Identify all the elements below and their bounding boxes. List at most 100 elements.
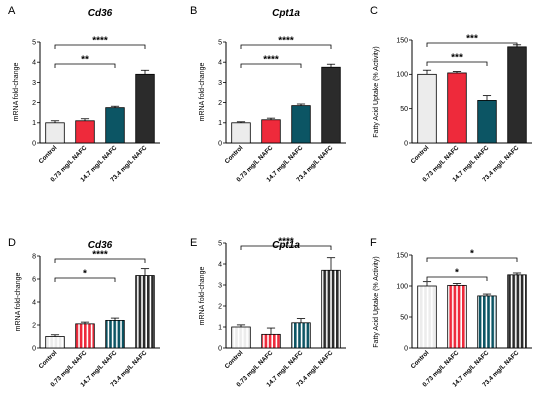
y-tick-label: 0 — [218, 140, 222, 147]
significance-label: **** — [278, 36, 294, 47]
significance-label: *** — [451, 53, 463, 64]
y-tick-label: 5 — [218, 39, 222, 46]
bar — [477, 295, 497, 349]
y-tick-label: 3 — [218, 282, 222, 289]
bar — [477, 100, 497, 144]
y-tick-label: 4 — [32, 299, 36, 306]
significance-label: * — [83, 269, 87, 280]
bar — [291, 322, 311, 349]
y-tick-label: 150 — [396, 252, 408, 259]
significance-bracket — [426, 42, 518, 47]
significance-bracket — [240, 245, 332, 250]
bar — [231, 122, 251, 144]
bar — [261, 119, 281, 144]
significance-bracket — [54, 44, 146, 49]
significance-bracket — [240, 63, 302, 68]
y-axis-label: Fatty Acid Uptake (% Activity) — [373, 256, 380, 347]
panel-label: A — [8, 5, 16, 17]
bar — [45, 336, 65, 349]
y-tick-label: 0 — [32, 140, 36, 147]
bar — [321, 269, 341, 349]
x-category-label: Control — [410, 144, 431, 165]
y-axis-label: mRNA fold-change — [199, 63, 206, 122]
y-tick-label: 2 — [32, 322, 36, 329]
y-tick-label: 0 — [404, 140, 408, 147]
y-tick-label: 2 — [218, 100, 222, 107]
x-category-label: Control — [38, 349, 59, 370]
y-tick-label: 100 — [396, 72, 408, 79]
significance-bracket — [426, 257, 518, 262]
bar — [105, 319, 125, 349]
y-axis-label: mRNA fold-change — [15, 273, 22, 332]
y-tick-label: 2 — [218, 303, 222, 310]
bar — [507, 274, 527, 349]
panel-label: D — [8, 237, 16, 249]
bar — [45, 122, 65, 144]
y-axis-label: mRNA fold-change — [13, 63, 20, 122]
significance-label: *** — [466, 34, 478, 45]
bar — [135, 275, 155, 349]
y-tick-label: 50 — [400, 106, 408, 113]
bar — [447, 72, 467, 144]
significance-label: * — [470, 249, 474, 260]
bar — [261, 333, 281, 349]
bar — [75, 120, 95, 144]
y-tick-label: 3 — [32, 80, 36, 87]
y-tick-label: 100 — [396, 283, 408, 290]
significance-label: * — [455, 268, 459, 279]
y-tick-label: 0 — [404, 345, 408, 352]
y-tick-label: 4 — [32, 60, 36, 67]
x-category-label: Control — [224, 144, 245, 165]
y-tick-label: 3 — [218, 80, 222, 87]
bar — [231, 326, 251, 349]
chart-title: Cpt1a — [272, 240, 300, 251]
bar — [321, 66, 341, 144]
bar — [447, 284, 467, 349]
panel-f: F 0 50 100 150 Fatty Acid Uptake (% Activity)… — [370, 237, 532, 388]
y-axis-label: mRNA fold-change — [199, 267, 206, 326]
panel-label: B — [190, 5, 197, 17]
y-tick-label: 1 — [218, 120, 222, 127]
chart-title: Cd36 — [88, 8, 113, 19]
x-category-label: Control — [38, 144, 59, 165]
y-axis-label: Fatty Acid Uptake (% Activity) — [373, 46, 380, 137]
significance-bracket — [54, 258, 146, 263]
y-tick-label: 5 — [32, 39, 36, 46]
y-tick-label: 4 — [218, 60, 222, 67]
y-tick-label: 1 — [32, 120, 36, 127]
y-tick-label: 2 — [32, 100, 36, 107]
panel-label: E — [190, 237, 197, 249]
significance-bracket — [240, 44, 332, 49]
significance-bracket — [426, 61, 488, 66]
bar — [105, 107, 125, 144]
y-tick-label: 5 — [218, 240, 222, 247]
x-category-label: Control — [224, 349, 245, 370]
y-tick-label: 150 — [396, 37, 408, 44]
panel-label: F — [370, 237, 377, 249]
bar — [291, 105, 311, 144]
x-category-label: Control — [410, 349, 431, 370]
bar — [507, 46, 527, 144]
chart-title: Cpt1a — [272, 8, 300, 19]
bar — [135, 73, 155, 144]
y-tick-label: 50 — [400, 314, 408, 321]
significance-label: **** — [92, 250, 108, 261]
significance-bracket — [426, 276, 488, 281]
significance-bracket — [54, 63, 116, 68]
y-tick-label: 6 — [32, 276, 36, 283]
significance-label: **** — [263, 55, 279, 66]
significance-label: **** — [92, 36, 108, 47]
significance-label: ** — [81, 55, 89, 66]
y-tick-label: 4 — [218, 261, 222, 268]
y-tick-label: 0 — [218, 345, 222, 352]
bar — [417, 285, 437, 349]
y-tick-label: 8 — [32, 253, 36, 260]
y-tick-label: 1 — [218, 324, 222, 331]
significance-bracket — [54, 277, 116, 282]
chart-title: Cd36 — [88, 240, 113, 251]
